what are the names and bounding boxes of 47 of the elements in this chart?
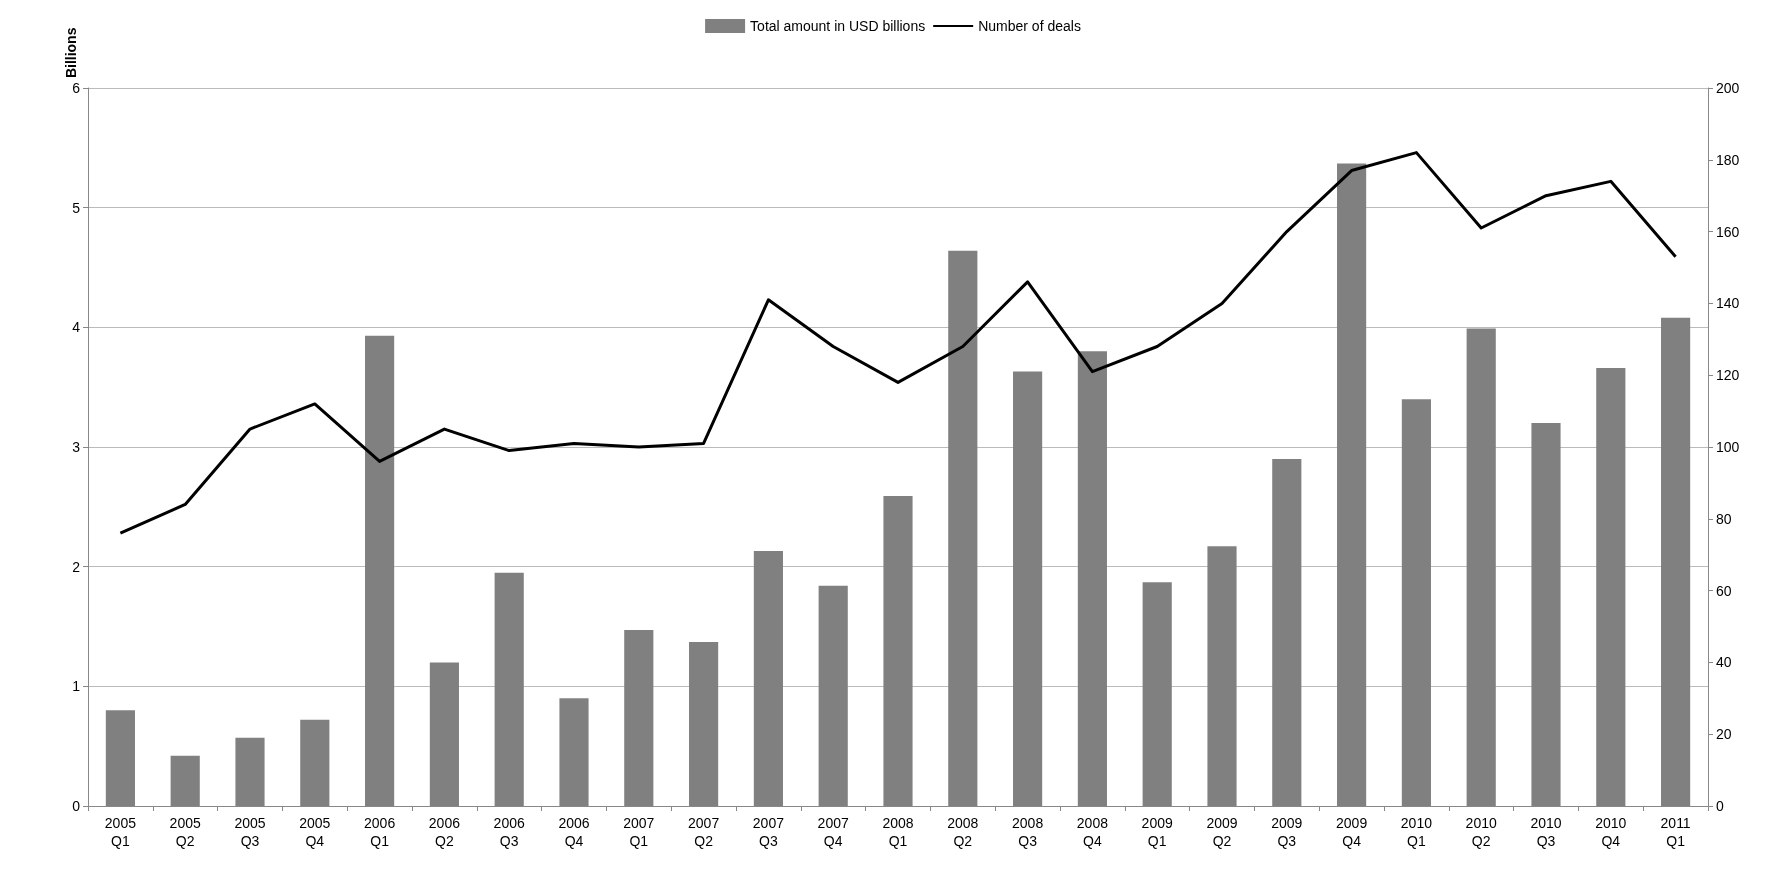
y2-tick-label: 60	[1716, 582, 1732, 599]
y2-tick-label: 120	[1716, 367, 1740, 384]
y2-tick-label: 20	[1716, 726, 1732, 743]
x-tick-label: 2009 Q2	[1206, 815, 1238, 849]
x-tick-label: 2011 Q1	[1660, 815, 1691, 849]
x-tick-label: 2005 Q2	[169, 815, 201, 849]
x-tick-label: 2008 Q4	[1076, 815, 1109, 849]
x-tick-label: 2010 Q1	[1400, 815, 1433, 849]
x-tick-label: 2005 Q1	[104, 815, 137, 849]
y-tick-label: 0	[72, 798, 81, 814]
legend-label: Number of deals	[978, 18, 1081, 34]
x-tick-label: 2007 Q3	[752, 815, 785, 849]
y-tick-label: 2	[72, 558, 81, 575]
y-axis-title: Billions	[63, 27, 79, 79]
x-tick-label: 2009 Q3	[1271, 815, 1303, 849]
x-tick-label: 2005 Q4	[299, 815, 331, 849]
y2-tick-label: 80	[1716, 510, 1732, 527]
y-tick-label: 5	[72, 199, 81, 216]
y-tick-label: 4	[72, 319, 81, 336]
y2-tick-label: 160	[1716, 223, 1740, 240]
line-series	[118, 151, 1678, 535]
x-tick-label: 2006 Q1	[364, 815, 396, 849]
y2-tick-label: 40	[1716, 654, 1732, 671]
x-tick-label: 2006 Q3	[493, 815, 525, 849]
x-tick-label: 2008 Q3	[1012, 815, 1044, 849]
x-tick-label: 2010 Q2	[1465, 815, 1497, 849]
x-tick-label: 2009 Q1	[1141, 815, 1173, 849]
y2-tick-label: 200	[1716, 80, 1740, 96]
x-tick-label: 2008 Q1	[882, 815, 914, 849]
y2-tick-label: 140	[1716, 295, 1740, 312]
x-tick-label: 2008 Q2	[947, 815, 979, 849]
x-tick-label: 2010 Q3	[1530, 815, 1562, 849]
x-tick-label: 2007 Q4	[817, 815, 849, 849]
y2-tick-label: 180	[1716, 151, 1740, 168]
x-tick-label: 2009 Q4	[1336, 815, 1368, 849]
x-tick-label: 2005 Q3	[234, 815, 266, 849]
y-tick-label: 6	[72, 80, 81, 96]
y-tick-label: 3	[72, 439, 81, 455]
legend-label: Total amount in USD billions	[750, 18, 926, 34]
x-tick-label: 2006 Q4	[558, 815, 590, 849]
x-tick-label: 2007 Q1	[623, 815, 655, 849]
y-tick-label: 1	[72, 678, 81, 695]
x-tick-label: 2010 Q4	[1595, 815, 1627, 849]
x-tick-label: 2007 Q2	[688, 815, 720, 849]
y2-tick-label: 0	[1716, 798, 1724, 814]
x-tick-label: 2006 Q2	[428, 815, 461, 849]
y2-tick-label: 100	[1716, 439, 1740, 455]
